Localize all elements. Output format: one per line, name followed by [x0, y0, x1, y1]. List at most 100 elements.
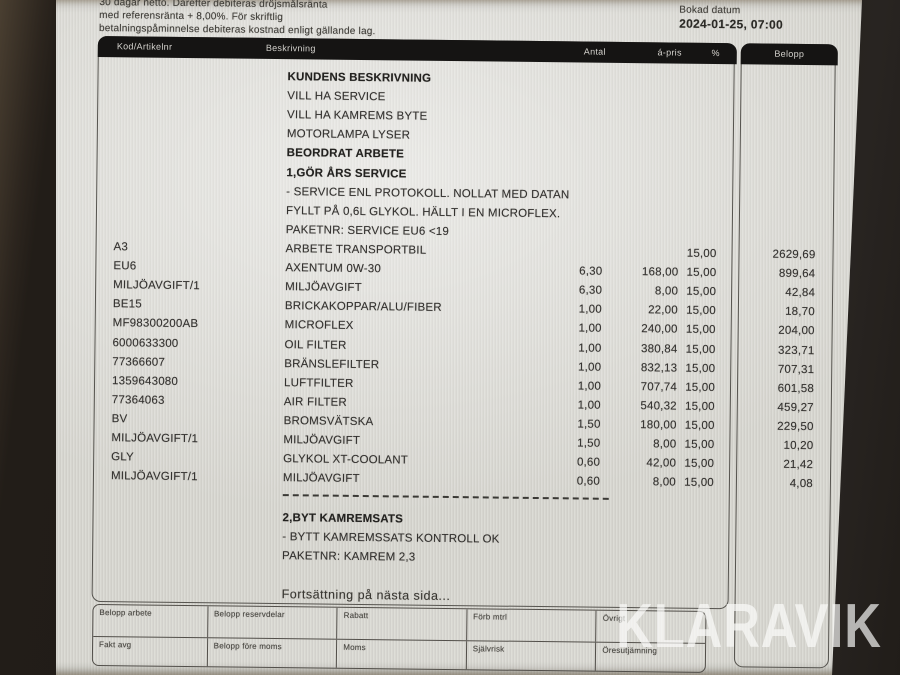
cell-percent: 15,00 — [684, 457, 715, 471]
column-header-unit-price: á-pris — [657, 47, 682, 58]
cell-qty — [539, 246, 603, 247]
cell-percent: 15,00 — [686, 285, 717, 299]
cell-unit-price: 42,00 — [646, 457, 677, 470]
cell-qty: 1,00 — [577, 399, 601, 412]
cell-percent: 15,00 — [685, 324, 716, 337]
cell-unit-price: 8,00 — [653, 438, 677, 451]
description-line: 2,BYT KAMREMSATS — [282, 512, 404, 526]
continuation-note: Fortsättning på nästa sida... — [281, 587, 451, 604]
cell-qty: 1,00 — [577, 380, 602, 393]
description-line: PAKETNR: SERVICE EU6 <19 — [285, 223, 450, 238]
cell-unit-price: 168,00 — [641, 266, 679, 279]
cell-qty: 1,50 — [577, 437, 601, 450]
cell-amount: 10,20 — [783, 439, 814, 453]
summary-cell: Belopp arbete — [99, 608, 152, 618]
summary-cell: Belopp reservdelar — [206, 606, 337, 639]
summary-cell: Rabatt — [336, 607, 467, 641]
cell-description: MILJÖAVGIFT — [282, 472, 360, 486]
klaravik-watermark: KLARAVIK — [616, 592, 882, 661]
description-line: MOTORLAMPA LYSER — [286, 128, 411, 142]
cell-description: AIR FILTER — [283, 395, 348, 409]
cell-qty: 1,50 — [577, 418, 601, 431]
summary-cell: Självrisk — [465, 641, 596, 673]
cell-unit-price: 540,32 — [640, 399, 677, 413]
cell-code: EU6 — [113, 260, 137, 273]
description-line: VILL HA KAMREMS BYTE — [287, 109, 428, 123]
cell-percent: 15,00 — [686, 247, 717, 261]
cell-code: GLY — [111, 451, 135, 464]
description-line: - BYTT KAMREMSSATS KONTROLL OK — [282, 531, 500, 546]
cell-percent: 15,00 — [684, 400, 715, 413]
cell-amount: 21,42 — [783, 458, 814, 472]
column-header-percent: % — [711, 47, 720, 59]
payment-terms: 30 dagar netto. Därefter debiteras dröjs… — [99, 0, 376, 39]
cell-code: A3 — [113, 241, 129, 254]
cell-amount: 18,70 — [785, 306, 815, 319]
cell-amount: 899,64 — [778, 267, 816, 281]
cell-qty: 0,60 — [576, 475, 601, 488]
cell-description: BRÄNSLEFILTER — [284, 357, 380, 371]
cell-code: 6000633300 — [112, 336, 179, 350]
cell-code: MILJÖAVGIFT/1 — [111, 432, 199, 446]
cell-description: BRICKAKOPPAR/ALU/FIBER — [284, 300, 442, 315]
summary-cell: Moms — [336, 639, 466, 672]
cell-description: AXENTUM 0W-30 — [285, 262, 382, 276]
cell-unit-price: 240,00 — [641, 323, 678, 336]
cell-unit-price — [605, 247, 679, 248]
cell-unit-price: 707,74 — [640, 380, 678, 394]
booking-date: Bokad datum 2024-01-25, 07:00 — [679, 5, 783, 32]
column-header-amount: Belopp — [774, 48, 805, 60]
cell-description: MILJÖAVGIFT — [285, 281, 362, 295]
cell-code: 77366607 — [112, 355, 166, 369]
description-line: VILL HA SERVICE — [287, 90, 386, 104]
cell-percent: 15,00 — [685, 343, 716, 356]
description-line: PAKETNR: KAMREM 2,3 — [282, 550, 416, 564]
cell-qty: 6,30 — [579, 265, 603, 278]
cell-code: MILJÖAVGIFT/1 — [113, 279, 200, 293]
summary-cell: Belopp före moms — [206, 638, 337, 670]
cell-unit-price: 22,00 — [648, 304, 678, 317]
cell-qty: 1,00 — [578, 341, 602, 355]
cell-amount: 707,31 — [777, 363, 815, 376]
cell-amount: 4,08 — [789, 478, 814, 491]
column-header-qty: Antal — [583, 46, 606, 57]
cell-code: BV — [111, 413, 128, 426]
cell-code: 1359643080 — [111, 374, 179, 388]
cell-description: LUFTFILTER — [283, 376, 354, 390]
cell-percent: 15,00 — [686, 266, 717, 280]
cell-amount: 42,84 — [785, 286, 816, 300]
cell-code: MILJÖAVGIFT/1 — [110, 470, 198, 484]
cell-description: GLYKOL XT-COOLANT — [283, 453, 409, 467]
cell-amount: 601,58 — [777, 382, 815, 395]
cell-description: MILJÖAVGIFT — [283, 434, 361, 447]
cell-unit-price: 8,00 — [654, 285, 679, 298]
cell-percent: 15,00 — [685, 381, 716, 394]
cell-percent: 15,00 — [684, 438, 715, 452]
summary-cell: Förb mtrl — [465, 609, 596, 642]
cell-qty: 0,60 — [576, 456, 601, 469]
cell-description: BROMSVÄTSKA — [283, 415, 374, 429]
column-header-description: Beskrivning — [265, 42, 316, 54]
description-line: KUNDENS BESKRIVNING — [287, 71, 432, 85]
description-line: BEORDRAT ARBETE — [286, 147, 405, 161]
cell-unit-price: 180,00 — [640, 419, 677, 432]
booking-date-value: 2024-01-25, 07:00 — [679, 16, 784, 32]
amount-header-tab: Belopp — [740, 43, 838, 66]
cell-amount: 229,50 — [777, 420, 814, 434]
booking-date-label: Bokad datum — [679, 4, 741, 17]
cell-code: 77364063 — [111, 393, 165, 407]
cell-amount: 204,00 — [778, 325, 815, 338]
summary-cell: Fakt avg — [99, 640, 132, 650]
cell-qty: 6,30 — [578, 284, 603, 297]
cell-percent: 15,00 — [686, 304, 716, 318]
cell-description: OIL FILTER — [284, 338, 347, 352]
cell-qty: 1,00 — [577, 361, 602, 374]
cell-percent: 15,00 — [684, 476, 715, 490]
cell-qty: 1,00 — [578, 303, 602, 317]
cell-description: ARBETE TRANSPORTBIL — [285, 243, 427, 257]
cell-code: MF98300200AB — [112, 317, 199, 331]
cell-percent: 15,00 — [685, 362, 716, 375]
